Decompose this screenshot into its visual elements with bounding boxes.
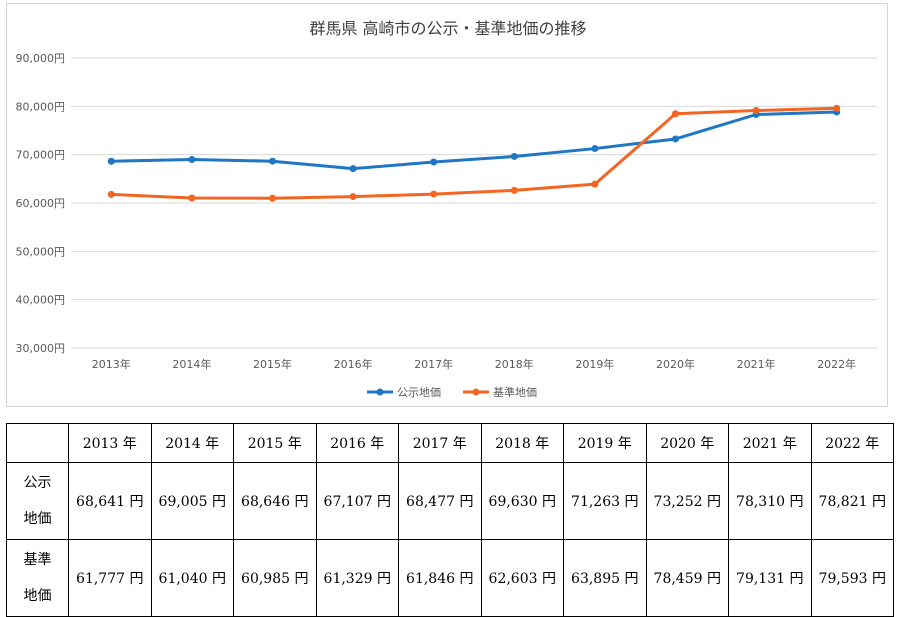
table-row: 基準 地価 61,777 円 61,040 円 60,985 円 61,329 …	[6, 539, 894, 617]
data-point	[591, 180, 599, 188]
table-cell: 60,985 円	[233, 539, 317, 617]
x-tick-label: 2015年	[253, 357, 292, 371]
y-axis-ticks: 30,000円 40,000円 50,000円 60,000円 70,000円 80,00…	[16, 52, 66, 355]
table-cell: 78,459 円	[645, 539, 729, 617]
x-tick-label: 2020年	[656, 357, 695, 371]
table-cell: 63,895 円	[563, 539, 647, 617]
table-header-cell: 2015 年	[233, 423, 317, 463]
table-header-cell: 2017 年	[398, 423, 482, 463]
table-cell: 73,252 円	[645, 462, 729, 540]
data-point	[833, 104, 841, 112]
series-1	[107, 104, 841, 202]
data-point	[107, 190, 115, 198]
x-tick-label: 2021年	[737, 357, 776, 371]
table-row: 公示 地価 68,641 円 69,005 円 68,646 円 67,107 …	[6, 462, 894, 540]
table-header-cell: 2020 年	[645, 423, 729, 463]
table-header-cell: 2022 年	[810, 423, 894, 463]
row-label-kijun: 基準 地価	[6, 539, 69, 617]
data-point	[430, 190, 438, 198]
legend-label: 公示地価	[397, 386, 441, 399]
data-point	[510, 152, 518, 160]
table-header-cell: 2013 年	[68, 423, 152, 463]
series-0	[107, 108, 841, 173]
data-point	[188, 194, 196, 202]
y-tick-label: 50,000円	[16, 245, 66, 258]
series-line	[111, 110, 837, 171]
row-label-koji: 公示 地価	[6, 462, 69, 540]
gridlines	[71, 57, 877, 349]
y-tick-label: 30,000円	[16, 342, 66, 355]
y-tick-label: 40,000円	[16, 294, 66, 307]
table-cell: 79,593 円	[810, 539, 894, 617]
x-tick-label: 2017年	[414, 357, 453, 371]
price-table: 2013 年 2014 年 2015 年 2016 年 2017 年 2018 …	[6, 423, 894, 617]
table-header-cell: 2019 年	[563, 423, 647, 463]
data-point	[591, 145, 599, 153]
table-header-cell: 2018 年	[480, 423, 564, 463]
data-point	[349, 165, 357, 173]
data-point	[672, 110, 679, 118]
table-header-cell	[6, 423, 69, 463]
table-cell: 68,646 円	[233, 462, 317, 540]
legend-item: 公示地価	[367, 386, 441, 399]
x-tick-label: 2018年	[495, 357, 534, 371]
table-header-cell: 2014 年	[150, 423, 234, 463]
table-cell: 79,131 円	[728, 539, 812, 617]
chart-panel: 群馬県 高崎市の公示・基準地価の推移 30,000円 40,000円 50,000円…	[6, 3, 888, 407]
chart-title: 群馬県 高崎市の公示・基準地価の推移	[309, 19, 586, 38]
line-chart: 群馬県 高崎市の公示・基準地価の推移 30,000円 40,000円 50,000円…	[16, 19, 877, 399]
table-cell: 69,630 円	[480, 462, 564, 540]
x-tick-label: 2013年	[92, 357, 131, 371]
y-tick-label: 70,000円	[16, 149, 66, 162]
table-cell: 61,777 円	[68, 539, 152, 617]
table-cell: 61,846 円	[398, 539, 482, 617]
data-point	[107, 157, 115, 165]
data-point	[349, 193, 357, 201]
table-cell: 78,310 円	[728, 462, 812, 540]
table-cell: 78,821 円	[810, 462, 894, 540]
series-lines	[107, 104, 841, 202]
data-point	[752, 107, 760, 115]
table-cell: 68,477 円	[398, 462, 482, 540]
x-tick-label: 2022年	[817, 357, 856, 371]
data-point	[269, 194, 276, 202]
table-cell: 71,263 円	[563, 462, 647, 540]
table-cell: 69,005 円	[150, 462, 234, 540]
table-header-cell: 2021 年	[728, 423, 812, 463]
table-header-row: 2013 年 2014 年 2015 年 2016 年 2017 年 2018 …	[6, 423, 894, 463]
data-point	[510, 186, 518, 194]
data-point	[672, 135, 679, 143]
data-point	[188, 155, 196, 163]
data-point	[430, 158, 438, 166]
table-cell: 68,641 円	[68, 462, 152, 540]
legend-label: 基準地価	[493, 385, 537, 399]
table-header-cell: 2016 年	[315, 423, 399, 463]
legend-item: 基準地価	[463, 385, 537, 399]
series-line	[111, 106, 837, 200]
y-tick-label: 90,000円	[16, 52, 66, 65]
x-tick-label: 2014年	[172, 357, 211, 371]
legend-swatch-marker	[376, 388, 384, 396]
table-cell: 62,603 円	[480, 539, 564, 617]
y-tick-label: 80,000円	[16, 100, 66, 113]
table-cell: 61,329 円	[315, 539, 399, 617]
data-point	[269, 157, 276, 165]
table-cell: 61,040 円	[150, 539, 234, 617]
x-tick-label: 2016年	[334, 357, 373, 371]
x-axis-ticks: 2013年 2014年 2015年 2016年 2017年 2018年 2019年 2020年…	[92, 357, 856, 371]
y-tick-label: 60,000円	[16, 197, 66, 210]
table-cell: 67,107 円	[315, 462, 399, 540]
legend: 公示地価 基準地価	[367, 385, 537, 399]
x-tick-label: 2019年	[575, 357, 614, 371]
legend-swatch-marker	[472, 388, 480, 396]
